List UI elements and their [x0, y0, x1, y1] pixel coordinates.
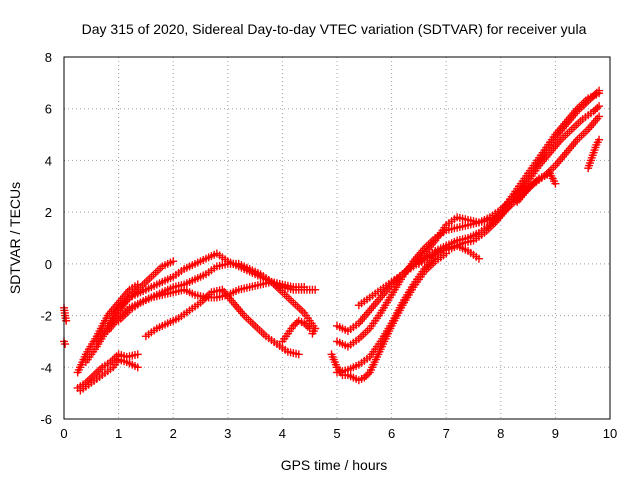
data-point	[362, 371, 371, 380]
data-point	[291, 320, 300, 329]
data-point	[311, 285, 320, 294]
series-track-u	[584, 135, 604, 173]
data-point	[61, 340, 70, 349]
x-tick-label: 5	[333, 426, 340, 441]
x-tick-label: 7	[443, 426, 450, 441]
x-axis-label: GPS time / hours	[281, 457, 388, 473]
series-track-q	[354, 89, 604, 310]
series-track-j	[141, 285, 303, 359]
x-tick-label: 1	[115, 426, 122, 441]
series-track-m	[327, 249, 451, 385]
tick-labels: 0 1 2 3 4 5 6 7 8 9 10 -6 -4 -2 0 2 4 6 8	[40, 50, 617, 441]
y-tick-label: 8	[45, 50, 52, 65]
data-point	[551, 179, 560, 188]
series-track-b	[60, 337, 70, 349]
y-tick-label: 4	[45, 153, 52, 168]
x-tick-label: 4	[279, 426, 286, 441]
data-points	[60, 86, 604, 395]
data-point	[294, 350, 303, 359]
x-tick-label: 9	[552, 426, 559, 441]
y-axis-label: SDTVAR / TECUs	[7, 182, 23, 294]
data-point	[133, 350, 142, 359]
data-point	[302, 321, 311, 330]
data-point	[96, 365, 105, 374]
series-track-s	[485, 112, 604, 230]
x-tick-label: 6	[388, 426, 395, 441]
series-track-n	[333, 241, 483, 377]
x-tick-label: 0	[60, 426, 67, 441]
y-tick-label: -6	[40, 412, 52, 427]
chart-title: Day 315 of 2020, Sidereal Day-to-day VTE…	[82, 21, 587, 37]
data-point	[360, 373, 369, 382]
data-point	[595, 89, 604, 98]
x-tick-label: 10	[603, 426, 617, 441]
series-track-l	[308, 324, 320, 338]
data-point	[169, 257, 178, 266]
data-point	[593, 103, 602, 112]
data-point	[595, 135, 604, 144]
data-point	[85, 374, 94, 383]
y-tick-label: 6	[45, 102, 52, 117]
data-point	[591, 105, 600, 114]
data-point	[308, 329, 317, 338]
series-track-a	[60, 303, 71, 325]
data-point	[303, 322, 312, 331]
x-tick-label: 2	[170, 426, 177, 441]
data-point	[363, 370, 372, 379]
y-tick-label: -4	[40, 360, 52, 375]
data-point	[595, 112, 604, 121]
data-point	[300, 283, 309, 292]
y-tick-label: 0	[45, 257, 52, 272]
y-tick-label: 2	[45, 205, 52, 220]
series-track-t	[513, 169, 560, 206]
y-tick-label: -2	[40, 309, 52, 324]
data-point	[133, 363, 142, 372]
data-point	[300, 319, 309, 328]
plot-frame	[63, 56, 611, 420]
data-point	[589, 107, 598, 116]
series-track-e	[76, 355, 142, 395]
x-tick-label: 3	[224, 426, 231, 441]
series-track-k	[278, 316, 314, 346]
x-tick-label: 8	[497, 426, 504, 441]
data-point	[94, 367, 103, 376]
data-point	[474, 254, 483, 263]
data-point	[289, 321, 298, 330]
series-track-r	[414, 102, 604, 268]
series-track-i	[114, 277, 309, 325]
data-point	[595, 102, 604, 111]
